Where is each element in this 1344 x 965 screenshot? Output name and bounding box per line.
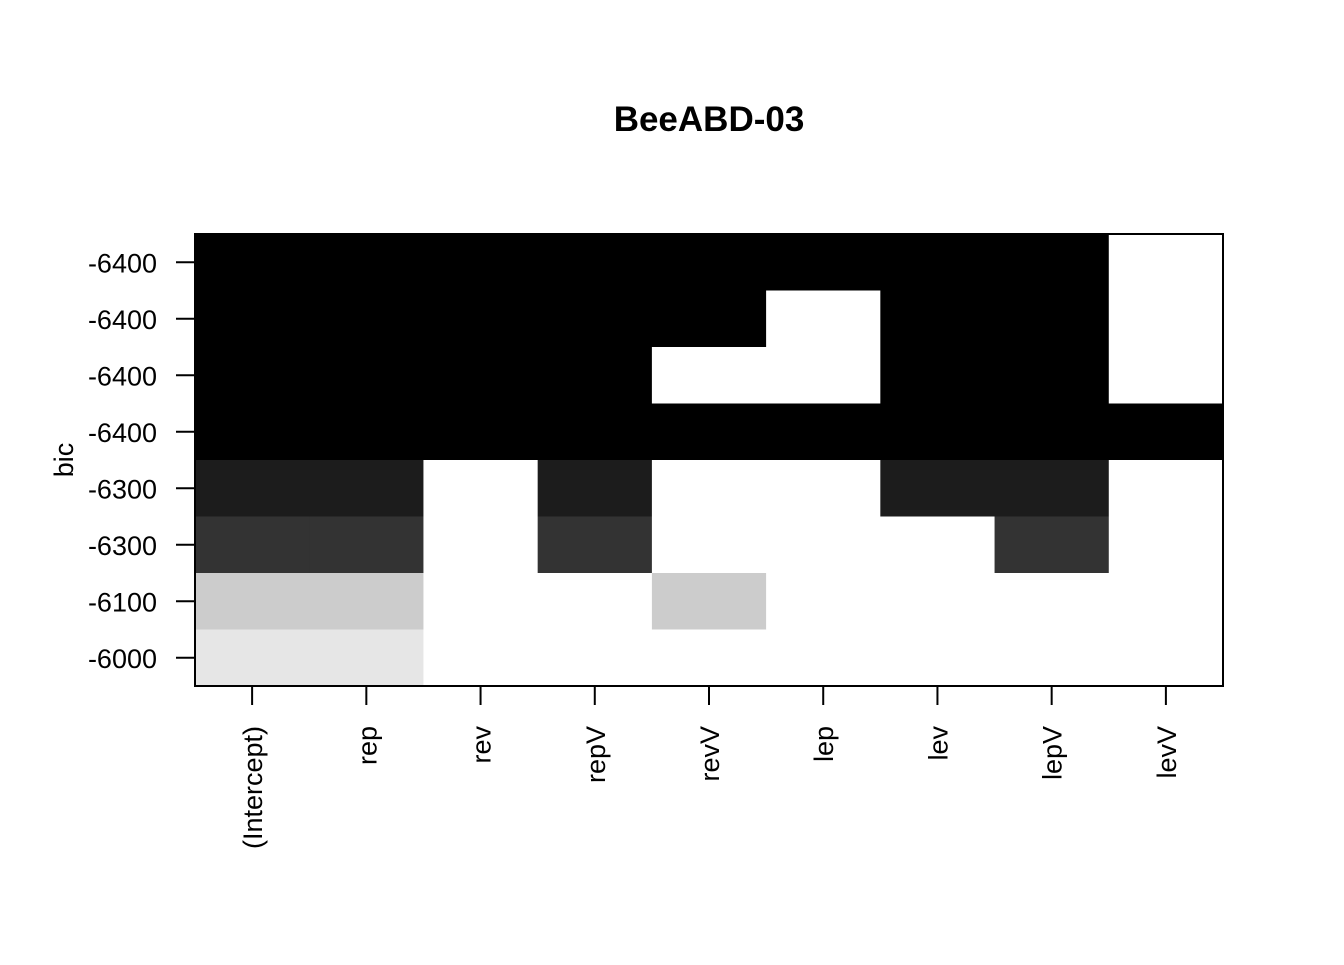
heatmap-cell	[1108, 573, 1224, 631]
heatmap-cell	[423, 573, 539, 631]
heatmap-cell	[537, 290, 653, 348]
heatmap-cell	[766, 234, 881, 292]
heatmap-cell	[651, 629, 767, 687]
heatmap-cell	[309, 347, 425, 405]
heatmap-cell	[423, 347, 539, 405]
heatmap-cell	[309, 234, 425, 292]
heatmap-cell	[1108, 290, 1224, 348]
heatmap-cell	[537, 460, 653, 518]
heatmap-cell	[195, 347, 310, 405]
y-tick-label: -6400	[88, 418, 157, 448]
heatmap-cell	[537, 234, 653, 292]
y-tick-label: -6000	[88, 644, 157, 674]
heatmap-cell	[537, 347, 653, 405]
heatmap-cell	[423, 460, 539, 518]
heatmap-cell	[880, 403, 996, 461]
heatmap-cells	[195, 234, 1224, 687]
heatmap-cell	[537, 403, 653, 461]
x-tick-label: levV	[1152, 726, 1182, 779]
heatmap-cell	[880, 573, 996, 631]
heatmap-cell	[309, 516, 425, 574]
heatmap-cell	[766, 460, 881, 518]
heatmap-cell	[195, 573, 310, 631]
heatmap-cell	[1108, 347, 1224, 405]
heatmap-cell	[1108, 403, 1224, 461]
heatmap-cell	[309, 290, 425, 348]
heatmap-cell	[766, 629, 881, 687]
x-tick-label: (Intercept)	[238, 726, 268, 849]
x-tick-label: rep	[352, 726, 382, 765]
heatmap-cell	[309, 403, 425, 461]
heatmap-cell	[880, 290, 996, 348]
heatmap-cell	[423, 290, 539, 348]
x-tick-label: lepV	[1038, 726, 1068, 780]
heatmap-cell	[994, 629, 1110, 687]
heatmap-cell	[309, 573, 425, 631]
heatmap-cell	[994, 516, 1110, 574]
y-tick-label: -6100	[88, 587, 157, 617]
heatmap-cell	[651, 460, 767, 518]
heatmap-cell	[423, 516, 539, 574]
heatmap-cell	[1108, 629, 1224, 687]
x-tick-label: revV	[695, 726, 725, 782]
heatmap-cell	[195, 516, 310, 574]
heatmap-cell	[880, 629, 996, 687]
heatmap-cell	[309, 629, 425, 687]
heatmap-cell	[423, 629, 539, 687]
heatmap-cell	[994, 573, 1110, 631]
heatmap-cell	[880, 347, 996, 405]
heatmap-cell	[195, 460, 310, 518]
y-axis: -6400 -6400 -6400 -6400 -6300 -6300 -6100 -6000	[88, 248, 195, 674]
heatmap-cell	[1108, 234, 1224, 292]
heatmap-cell	[651, 290, 767, 348]
x-tick-label: repV	[581, 726, 611, 783]
x-tick-label: lev	[923, 726, 953, 761]
heatmap-cell	[195, 234, 310, 292]
y-tick-label: -6400	[88, 361, 157, 391]
heatmap-cell	[195, 403, 310, 461]
heatmap-cell	[1108, 460, 1224, 518]
heatmap-cell	[651, 573, 767, 631]
y-tick-label: -6300	[88, 531, 157, 561]
heatmap-cell	[423, 403, 539, 461]
y-tick-label: -6300	[88, 474, 157, 504]
heatmap-cell	[766, 347, 881, 405]
heatmap-cell	[994, 403, 1110, 461]
heatmap-cell	[195, 629, 310, 687]
heatmap-cell	[309, 460, 425, 518]
x-tick-label: lep	[809, 726, 839, 762]
heatmap-cell	[880, 516, 996, 574]
heatmap-cell	[880, 234, 996, 292]
x-tick-label: rev	[467, 726, 497, 764]
heatmap-cell	[195, 290, 310, 348]
heatmap-cell	[994, 460, 1110, 518]
heatmap-cell	[537, 629, 653, 687]
heatmap-cell	[766, 403, 881, 461]
heatmap-cell	[766, 290, 881, 348]
heatmap-cell	[994, 347, 1110, 405]
heatmap-cell	[994, 234, 1110, 292]
heatmap-cell	[766, 573, 881, 631]
heatmap-cell	[651, 403, 767, 461]
heatmap-cell	[651, 516, 767, 574]
y-tick-label: -6400	[88, 305, 157, 335]
heatmap-cell	[423, 234, 539, 292]
chart-title: BeeABD-03	[614, 100, 805, 139]
heatmap-cell	[880, 460, 996, 518]
heatmap-cell	[1108, 516, 1224, 574]
heatmap-cell	[994, 290, 1110, 348]
heatmap-cell	[651, 234, 767, 292]
heatmap-cell	[537, 516, 653, 574]
heatmap-cell	[651, 347, 767, 405]
y-tick-label: -6400	[88, 248, 157, 278]
heatmap-cell	[537, 573, 653, 631]
y-axis-title: bic	[49, 443, 79, 478]
x-axis: (Intercept) rep rev repV revV lep lev lepV levV	[238, 686, 1182, 849]
heatmap-cell	[766, 516, 881, 574]
